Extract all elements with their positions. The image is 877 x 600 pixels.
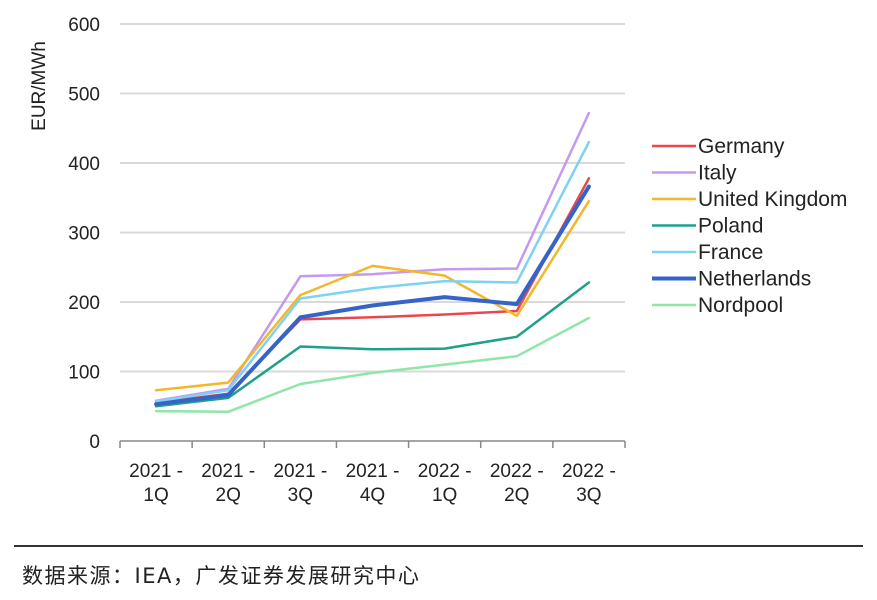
x-tick-label: 2022 -1Q <box>418 461 472 506</box>
legend-label-france: France <box>698 241 763 264</box>
y-axis-title: EUR/MWh <box>29 41 50 131</box>
chart-svg: 0 100 200 300 400 500 600 2021 -1Q 2021 -2Q 2021 … <box>29 15 847 506</box>
series-line-france <box>154 140 591 403</box>
y-tick-label: 200 <box>68 293 100 314</box>
legend-label-netherlands: Netherlands <box>698 268 811 291</box>
grid-lines <box>120 23 625 373</box>
x-tick-label: 2021 -1Q <box>129 461 183 506</box>
y-tick-label: 300 <box>68 224 100 245</box>
series-lines <box>154 111 591 414</box>
divider-line <box>14 545 863 547</box>
y-tick-label: 400 <box>68 154 100 175</box>
source-note: 数据来源：IEA，广发证券发展研究中心 <box>22 564 421 588</box>
series-line-italy <box>154 111 591 402</box>
series-line-nordpool <box>154 316 591 414</box>
axes: 0 100 200 300 400 500 600 2021 -1Q 2021 -2Q 2021 … <box>68 15 626 506</box>
x-tick-label: 2021 -3Q <box>273 461 327 506</box>
line-chart: 0 100 200 300 400 500 600 2021 -1Q 2021 -2Q 2021 … <box>29 15 847 506</box>
legend-label-nordpool: Nordpool <box>698 294 783 317</box>
x-tick-label: 2022 -3Q <box>562 461 616 506</box>
legend-box <box>633 128 829 353</box>
legend: Germany Italy United Kingdom Poland France Ne… <box>652 135 847 317</box>
x-tick-label: 2021 -4Q <box>346 461 400 506</box>
x-tick-label: 2021 -2Q <box>201 461 255 506</box>
y-tick-label: 100 <box>68 363 100 384</box>
y-tick-label: 0 <box>89 432 100 453</box>
series-line-poland <box>154 281 591 408</box>
legend-label-poland: Poland <box>698 215 763 238</box>
legend-label-germany: Germany <box>698 135 785 158</box>
y-tick-label: 600 <box>68 15 100 36</box>
series-line-netherlands <box>154 184 591 407</box>
series-line-united-kingdom <box>154 199 591 392</box>
legend-label-united-kingdom: United Kingdom <box>698 188 847 211</box>
x-tick-label: 2022 -2Q <box>490 461 544 506</box>
y-tick-label: 500 <box>68 85 100 106</box>
legend-label-italy: Italy <box>698 162 737 185</box>
